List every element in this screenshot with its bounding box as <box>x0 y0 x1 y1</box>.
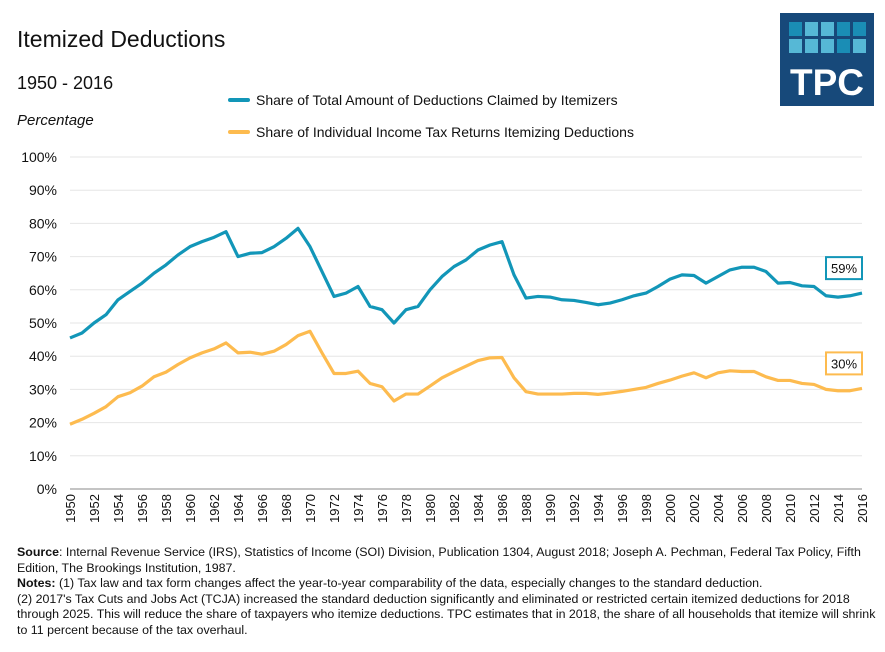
x-tick-label: 1984 <box>471 494 486 523</box>
x-tick-label: 1998 <box>639 494 654 523</box>
x-tick-label: 1952 <box>87 494 102 523</box>
x-tick-label: 2002 <box>687 494 702 523</box>
x-tick-label: 1996 <box>615 494 630 523</box>
x-tick-label: 1978 <box>399 494 414 523</box>
notes-2: (2) 2017's Tax Cuts and Jobs Act (TCJA) … <box>17 591 876 637</box>
x-tick-label: 2010 <box>783 494 798 523</box>
series-line-1 <box>69 329 863 426</box>
y-tick-label: 70% <box>29 249 57 265</box>
x-tick-label: 1960 <box>183 494 198 523</box>
legend-swatch-blue <box>228 98 250 102</box>
logo-square <box>837 39 850 53</box>
x-tick-label: 2004 <box>711 494 726 523</box>
chart-title: Itemized Deductions <box>17 26 226 52</box>
x-tick-label: 2016 <box>855 494 870 523</box>
x-tick-label: 1966 <box>255 494 270 523</box>
logo-square <box>789 39 802 53</box>
logo-square <box>853 39 866 53</box>
logo-square <box>821 39 834 53</box>
x-tick-label: 1968 <box>279 494 294 523</box>
y-tick-label: 20% <box>29 415 57 431</box>
notes-1: Notes: (1) Tax law and tax form changes … <box>17 576 763 590</box>
x-tick-label: 1982 <box>447 494 462 523</box>
y-tick-label: 40% <box>29 348 57 364</box>
legend-item-deductions-share: Share of Total Amount of Deductions Clai… <box>228 92 618 108</box>
x-tick-label: 1958 <box>159 494 174 523</box>
logo-square <box>805 39 818 53</box>
tpc-logo: TPC <box>780 13 874 106</box>
logo-square <box>853 22 866 36</box>
x-tick-label: 2008 <box>759 494 774 523</box>
legend-swatch-orange <box>228 130 250 134</box>
x-tick-label: 1990 <box>543 494 558 523</box>
y-tick-label: 90% <box>29 182 57 198</box>
x-tick-label: 1986 <box>495 494 510 523</box>
source-note: Source: Internal Revenue Service (IRS), … <box>17 545 861 575</box>
y-tick-label: 10% <box>29 448 57 464</box>
x-tick-label: 1974 <box>351 494 366 523</box>
logo-square <box>789 22 802 36</box>
y-tick-label: 60% <box>29 282 57 298</box>
legend-item-returns-share: Share of Individual Income Tax Returns I… <box>228 124 634 140</box>
logo-square <box>805 22 818 36</box>
end-label: 59% <box>831 261 857 276</box>
y-tick-label: 100% <box>21 149 57 165</box>
end-label: 30% <box>831 356 857 371</box>
logo-square <box>837 22 850 36</box>
x-tick-label: 1950 <box>63 494 78 523</box>
y-tick-label: 80% <box>29 215 57 231</box>
y-tick-label: 50% <box>29 315 57 331</box>
y-tick-label: 0% <box>37 481 57 497</box>
x-tick-label: 1976 <box>375 494 390 523</box>
legend-label: Share of Individual Income Tax Returns I… <box>256 124 634 140</box>
x-tick-label: 2006 <box>735 494 750 523</box>
x-tick-label: 1954 <box>111 494 126 523</box>
x-tick-label: 2000 <box>663 494 678 523</box>
logo-text: TPC <box>790 62 864 103</box>
tpc-logo-graphic: TPC <box>789 22 866 103</box>
x-tick-label: 1994 <box>591 494 606 523</box>
legend-label: Share of Total Amount of Deductions Clai… <box>256 92 618 108</box>
end-label-box <box>825 351 863 376</box>
x-tick-label: 1972 <box>327 494 342 523</box>
x-tick-label: 1980 <box>423 494 438 523</box>
x-tick-label: 1988 <box>519 494 534 523</box>
x-tick-label: 1962 <box>207 494 222 523</box>
x-tick-label: 2012 <box>807 494 822 523</box>
y-axis-label: Percentage <box>17 112 94 129</box>
end-label-box <box>825 256 863 281</box>
x-tick-label: 1956 <box>135 494 150 523</box>
x-tick-label: 1970 <box>303 494 318 523</box>
x-tick-label: 2014 <box>831 494 846 523</box>
series-line-0 <box>69 226 863 340</box>
line-chart: 0% 10% 20% 30% 40% 50% 60% 70% 80% 90% 100% 1950 195… <box>21 149 870 523</box>
x-tick-label: 1964 <box>231 494 246 523</box>
chart-subtitle: 1950 - 2016 <box>17 73 114 93</box>
logo-square <box>821 22 834 36</box>
y-tick-label: 30% <box>29 381 57 397</box>
notes-block: Source: Internal Revenue Service (IRS), … <box>17 545 877 638</box>
x-tick-label: 1992 <box>567 494 582 523</box>
